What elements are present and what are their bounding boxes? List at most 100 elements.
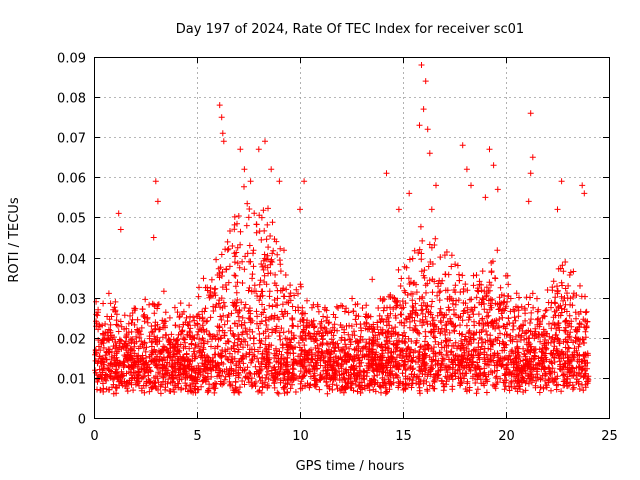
data-point (442, 331, 449, 338)
data-point (227, 381, 234, 388)
data-point (554, 288, 561, 295)
data-point (244, 342, 251, 349)
data-point (470, 331, 477, 338)
data-point (253, 308, 260, 315)
data-point (199, 314, 206, 321)
x-tick-label: 5 (193, 429, 201, 444)
data-point (125, 349, 132, 356)
data-point (240, 336, 247, 343)
data-point (353, 376, 360, 382)
data-point (427, 368, 434, 375)
data-point (291, 371, 297, 378)
data-point (501, 355, 508, 362)
data-point (482, 194, 489, 201)
data-point (201, 340, 208, 347)
data-point (557, 366, 564, 373)
data-point (550, 355, 557, 361)
data-point (406, 346, 413, 353)
data-point (386, 345, 392, 352)
data-point (512, 333, 519, 340)
data-point (219, 284, 226, 291)
data-point (275, 390, 282, 397)
data-point (492, 275, 498, 281)
data-point (391, 295, 398, 302)
data-point (326, 385, 333, 392)
data-point (554, 283, 560, 290)
data-point (224, 238, 231, 245)
data-point (266, 293, 273, 300)
data-point (333, 303, 340, 310)
data-point (97, 347, 104, 354)
data-point (113, 354, 120, 361)
data-point (438, 362, 444, 369)
data-point (542, 382, 549, 388)
data-point (260, 330, 267, 337)
data-point (450, 297, 457, 304)
data-point (540, 326, 547, 333)
data-point (267, 270, 274, 277)
data-point (506, 352, 513, 359)
data-point (292, 307, 299, 314)
data-point (429, 314, 436, 321)
data-point (334, 340, 341, 347)
data-point (414, 312, 421, 319)
data-point (230, 332, 237, 338)
data-point (291, 335, 298, 342)
data-point (365, 351, 372, 358)
data-point (115, 210, 122, 217)
data-point (107, 329, 114, 336)
data-point (325, 347, 332, 353)
data-point (490, 382, 496, 388)
data-point (236, 308, 243, 314)
data-point (245, 287, 252, 294)
data-point (254, 313, 261, 320)
data-point (474, 376, 481, 383)
data-point (242, 325, 249, 332)
data-point (105, 326, 112, 333)
data-point (320, 313, 327, 320)
data-point (351, 328, 357, 335)
data-point (166, 314, 173, 321)
data-point (499, 347, 506, 354)
data-point (281, 293, 288, 300)
data-point (482, 358, 489, 365)
data-point (180, 345, 187, 352)
data-point (334, 360, 341, 367)
data-point (343, 305, 350, 312)
data-point (387, 294, 394, 300)
data-point (237, 228, 244, 235)
data-point (231, 250, 238, 257)
data-point (265, 333, 272, 340)
data-point (259, 263, 266, 270)
data-point (555, 320, 562, 327)
data-point (152, 178, 159, 185)
data-point (205, 387, 211, 394)
data-point (399, 332, 406, 339)
data-point (235, 388, 242, 395)
data-point (456, 360, 463, 366)
data-point (243, 351, 250, 357)
data-point (402, 339, 409, 346)
data-point (380, 307, 387, 314)
data-point (276, 348, 283, 355)
data-point (502, 272, 509, 279)
data-point (507, 308, 514, 315)
data-point (139, 361, 146, 368)
data-point (475, 363, 482, 370)
data-point (566, 333, 573, 340)
data-point (365, 365, 372, 372)
data-point (329, 367, 336, 374)
data-point (221, 376, 228, 383)
data-point (572, 338, 579, 345)
data-point (203, 376, 210, 382)
data-point (273, 345, 279, 352)
data-point (479, 295, 486, 302)
data-point (567, 295, 574, 302)
data-point (255, 348, 262, 355)
data-point (440, 387, 447, 394)
data-point (255, 146, 262, 153)
data-point (195, 293, 202, 300)
data-point (528, 316, 534, 323)
data-point (576, 352, 583, 358)
data-point (124, 388, 131, 395)
